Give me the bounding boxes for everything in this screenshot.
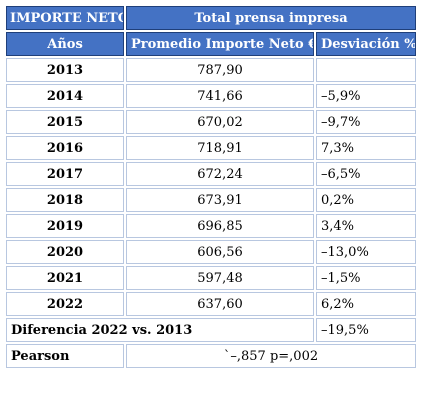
avg-cell: 741,66 <box>126 84 314 108</box>
table-row: 2019 696,85 3,4% <box>6 214 417 238</box>
dev-cell: –9,7% <box>316 110 417 134</box>
col-header-year: Años <box>6 32 124 56</box>
avg-cell: 672,24 <box>126 162 314 186</box>
avg-cell: 637,60 <box>126 292 314 316</box>
difference-row: Diferencia 2022 vs. 2013 –19,5% <box>6 318 417 342</box>
dev-cell: 0,2% <box>316 188 417 212</box>
dev-cell: –13,0% <box>316 240 417 264</box>
header-row-1: IMPORTE NETO Total prensa impresa <box>6 6 417 30</box>
importe-neto-table: IMPORTE NETO Total prensa impresa Años P… <box>4 4 418 370</box>
dev-cell: –1,5% <box>316 266 417 290</box>
avg-cell: 597,48 <box>126 266 314 290</box>
year-cell: 2018 <box>6 188 124 212</box>
pearson-value: `–,857 p=,002 <box>126 344 417 368</box>
dev-cell: –5,9% <box>316 84 417 108</box>
dev-cell: 7,3% <box>316 136 417 160</box>
pearson-row: Pearson `–,857 p=,002 <box>6 344 417 368</box>
col-header-avg: Promedio Importe Neto € <box>126 32 314 56</box>
table-row: 2016 718,91 7,3% <box>6 136 417 160</box>
year-cell: 2014 <box>6 84 124 108</box>
difference-value: –19,5% <box>316 318 417 342</box>
group-title: Total prensa impresa <box>126 6 417 30</box>
avg-cell: 606,56 <box>126 240 314 264</box>
avg-cell: 787,90 <box>126 58 314 82</box>
table-row: 2020 606,56 –13,0% <box>6 240 417 264</box>
table-row: 2017 672,24 –6,5% <box>6 162 417 186</box>
year-cell: 2020 <box>6 240 124 264</box>
avg-cell: 670,02 <box>126 110 314 134</box>
year-cell: 2015 <box>6 110 124 134</box>
table-row: 2015 670,02 –9,7% <box>6 110 417 134</box>
year-cell: 2019 <box>6 214 124 238</box>
table-row: 2021 597,48 –1,5% <box>6 266 417 290</box>
year-cell: 2022 <box>6 292 124 316</box>
pearson-label: Pearson <box>6 344 124 368</box>
dev-cell: 6,2% <box>316 292 417 316</box>
avg-cell: 718,91 <box>126 136 314 160</box>
col-header-dev: Desviación % <box>316 32 417 56</box>
table-row: 2018 673,91 0,2% <box>6 188 417 212</box>
dev-cell: 3,4% <box>316 214 417 238</box>
year-cell: 2016 <box>6 136 124 160</box>
avg-cell: 696,85 <box>126 214 314 238</box>
dev-cell <box>316 58 417 82</box>
table-row: 2013 787,90 <box>6 58 417 82</box>
year-cell: 2021 <box>6 266 124 290</box>
year-cell: 2017 <box>6 162 124 186</box>
table-row: 2022 637,60 6,2% <box>6 292 417 316</box>
header-row-2: Años Promedio Importe Neto € Desviación … <box>6 32 417 56</box>
year-cell: 2013 <box>6 58 124 82</box>
difference-label: Diferencia 2022 vs. 2013 <box>6 318 314 342</box>
dev-cell: –6,5% <box>316 162 417 186</box>
table-row: 2014 741,66 –5,9% <box>6 84 417 108</box>
avg-cell: 673,91 <box>126 188 314 212</box>
section-title: IMPORTE NETO <box>6 6 124 30</box>
